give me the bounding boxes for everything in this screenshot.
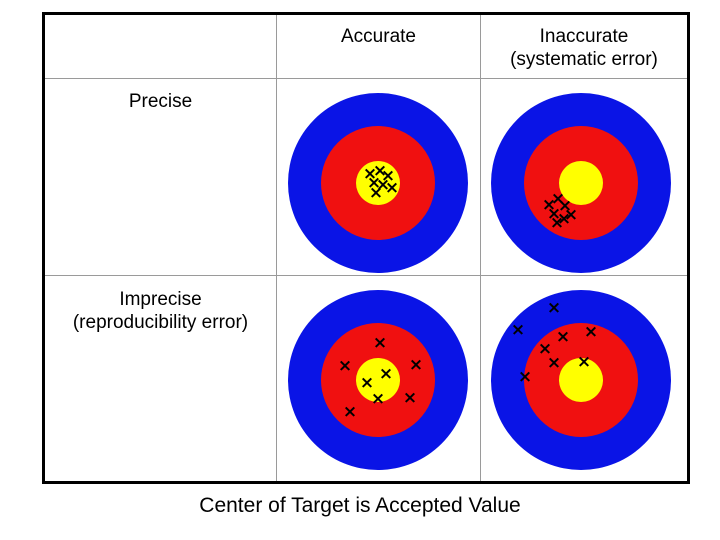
- target-accurate-precise: × × × × × × ×: [288, 93, 468, 273]
- hit-mark: ×: [518, 367, 532, 387]
- diagram-caption: Center of Target is Accepted Value: [199, 494, 521, 517]
- hit-mark: ×: [403, 388, 417, 408]
- hit-mark: ×: [538, 339, 552, 359]
- hit-mark: ×: [551, 189, 565, 209]
- hit-mark: ×: [547, 204, 561, 224]
- bullseye: [559, 358, 603, 402]
- column-header-inaccurate: Inaccurate (systematic error): [510, 26, 658, 70]
- row-header-precise: Precise: [128, 91, 193, 112]
- hit-mark: ×: [558, 196, 572, 216]
- column-divider: [276, 15, 277, 481]
- hit-mark: ×: [381, 166, 395, 186]
- row-header-imprecise: Imprecise (reproducibility error): [72, 289, 249, 333]
- hit-mark: ×: [343, 402, 357, 422]
- target-inaccurate-imprecise: × × × × × × × ×: [491, 290, 671, 470]
- marks-scattered: × × × × × × × ×: [511, 298, 598, 387]
- hit-mark: ×: [547, 298, 561, 318]
- hit-mark: ×: [550, 213, 564, 233]
- row-divider: [45, 275, 687, 276]
- bullseye: [356, 161, 400, 205]
- hit-mark: ×: [557, 209, 571, 229]
- hit-mark: ×: [369, 183, 383, 203]
- bullseye: [356, 358, 400, 402]
- marks-scattered: × × × × × × × ×: [338, 333, 423, 422]
- bullseye: [559, 161, 603, 205]
- hit-mark: ×: [363, 164, 377, 184]
- row-divider: [45, 78, 687, 79]
- target-inaccurate-precise: × × × × × × ×: [491, 93, 671, 273]
- hit-mark: ×: [577, 352, 591, 372]
- hit-mark: ×: [547, 353, 561, 373]
- hit-mark: ×: [564, 205, 578, 225]
- column-header-accurate: Accurate: [341, 26, 416, 47]
- hit-mark: ×: [556, 327, 570, 347]
- hit-mark: ×: [379, 364, 393, 384]
- accuracy-precision-table: Accurate Inaccurate (systematic error) P…: [42, 12, 690, 484]
- marks-cluster: × × × × × × ×: [542, 189, 578, 233]
- target-accurate-imprecise: × × × × × × × ×: [288, 290, 468, 470]
- hit-mark: ×: [338, 356, 352, 376]
- hit-mark: ×: [542, 195, 556, 215]
- hit-mark: ×: [409, 355, 423, 375]
- hit-mark: ×: [376, 175, 390, 195]
- hit-mark: ×: [373, 333, 387, 353]
- marks-cluster: × × × × × × ×: [363, 161, 399, 203]
- hit-mark: ×: [511, 320, 525, 340]
- hit-mark: ×: [371, 389, 385, 409]
- hit-mark: ×: [360, 373, 374, 393]
- hit-mark: ×: [367, 173, 381, 193]
- hit-mark: ×: [584, 322, 598, 342]
- hit-mark: ×: [373, 161, 387, 181]
- hit-mark: ×: [385, 178, 399, 198]
- column-divider: [480, 15, 481, 481]
